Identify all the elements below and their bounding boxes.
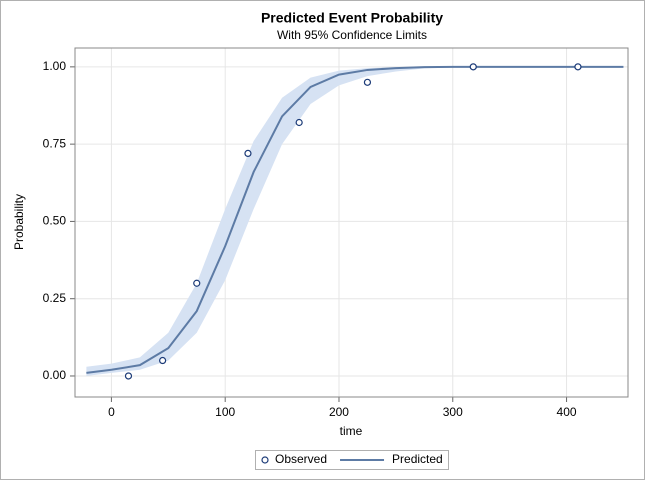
observed-point [574,63,582,71]
x-tick-label: 100 [215,405,235,419]
observed-point [244,149,252,158]
y-axis-label: Probability [12,194,26,250]
x-tick-label: 400 [557,405,577,419]
observed-point [363,78,372,86]
chart-subtitle: With 95% Confidence Limits [277,28,427,42]
observed-point [124,372,133,380]
x-tick-label: 0 [108,405,115,419]
chart-title: Predicted Event Probability [261,10,443,26]
y-tick-label: 0.75 [43,136,67,150]
observed-point [295,118,303,127]
plot-frame [74,47,629,398]
y-tick-label: 1.00 [43,59,67,73]
y-tick-label: 0.25 [43,291,67,305]
x-axis-label: time [340,424,363,438]
legend-label: Predicted [392,452,443,466]
y-tick-label: 0.00 [43,368,67,382]
y-tick-label: 0.50 [43,214,67,228]
observed-point [469,63,477,71]
observed-point [193,279,201,287]
x-tick-label: 200 [329,405,349,419]
legend-marker [261,456,269,464]
observed-point [159,356,167,365]
legend-label: Observed [275,452,327,466]
legend: Observed Predicted [255,450,449,470]
x-tick-label: 300 [443,405,463,419]
